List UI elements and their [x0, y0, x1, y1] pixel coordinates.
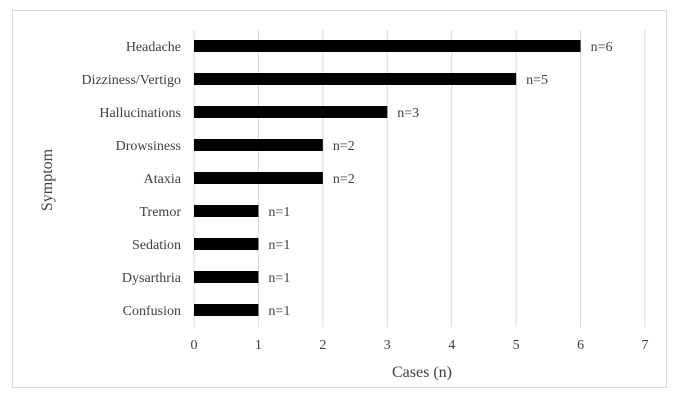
x-tick-label-6: 6: [577, 338, 584, 353]
category-label: Drowsiness: [116, 139, 181, 154]
x-tick-label-7: 7: [642, 338, 649, 353]
category-label: Hallucinations: [99, 106, 181, 121]
bar-dizziness-vertigo: [194, 73, 517, 85]
data-label: n=1: [268, 238, 290, 253]
category-label: Tremor: [140, 205, 182, 220]
category-labels: Headache Dizziness/Vertigo Hallucinations D…: [81, 40, 181, 319]
category-label: Sedation: [132, 238, 181, 253]
data-label: n=5: [526, 73, 548, 88]
data-labels: n=6 n=5 n=3 n=2 n=2 n=1 n=1 n=1 n=1: [268, 40, 612, 319]
bar-confusion: [194, 304, 259, 316]
y-axis-title: Symptom: [39, 148, 56, 211]
x-tick-label-1: 1: [255, 338, 262, 353]
category-label: Headache: [126, 40, 181, 55]
x-axis-title: Cases (n): [392, 364, 452, 381]
category-label: Dysarthria: [122, 271, 182, 286]
data-label: n=3: [397, 106, 419, 121]
bar-hallucinations: [194, 106, 388, 118]
bars: [194, 40, 581, 316]
bar-ataxia: [194, 172, 323, 184]
bar-dysarthria: [194, 271, 259, 283]
data-label: n=1: [268, 205, 290, 220]
x-tick-label-4: 4: [448, 338, 455, 353]
data-label: n=2: [333, 172, 355, 187]
data-label: n=6: [591, 40, 613, 55]
data-label: n=2: [333, 139, 355, 154]
x-tick-label-0: 0: [191, 338, 198, 353]
bar-headache: [194, 40, 581, 52]
category-label: Confusion: [123, 304, 181, 319]
bar-drowsiness: [194, 139, 323, 151]
bar-sedation: [194, 238, 259, 250]
x-tick-label-3: 3: [384, 338, 391, 353]
x-tick-label-2: 2: [319, 338, 326, 353]
x-tick-labels: 0 1 2 3 4 5 6 7: [191, 338, 649, 353]
bar-tremor: [194, 205, 259, 217]
category-label: Dizziness/Vertigo: [81, 73, 181, 88]
x-tick-label-5: 5: [513, 338, 520, 353]
category-label: Ataxia: [144, 172, 182, 187]
data-label: n=1: [268, 271, 290, 286]
data-label: n=1: [268, 304, 290, 319]
